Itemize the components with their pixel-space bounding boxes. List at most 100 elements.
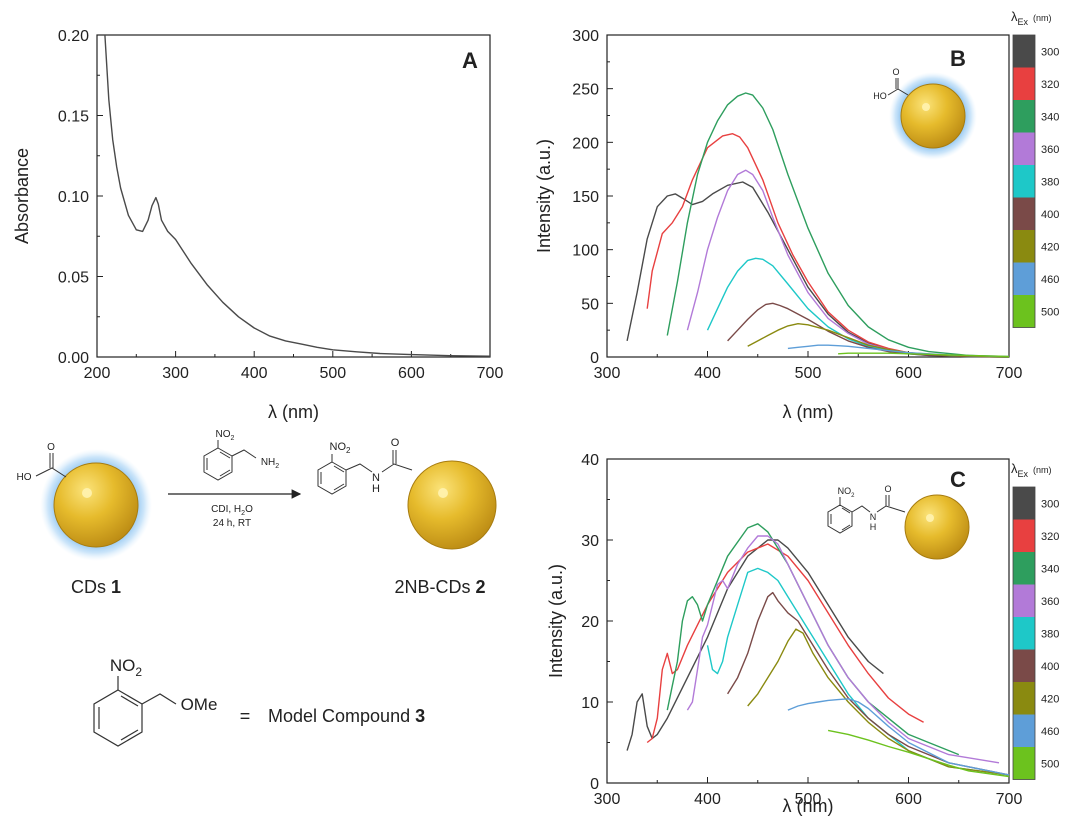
scheme-o-label: O xyxy=(47,442,55,453)
y-tick-label: 300 xyxy=(572,28,599,45)
colorbar-label: 300 xyxy=(1041,498,1059,510)
inset-no2-label: NO2 xyxy=(838,486,856,499)
colorbar-swatch-400 xyxy=(1013,197,1035,230)
colorbar-frame xyxy=(1012,34,1036,328)
y-tick-label: 40 xyxy=(581,452,599,469)
inset-o-label-c: O xyxy=(884,484,891,494)
y-tick-label: 10 xyxy=(581,695,599,712)
panel-label-b: B xyxy=(950,46,966,71)
colorbar-label: 460 xyxy=(1041,274,1059,286)
colorbar-label: 300 xyxy=(1041,46,1059,58)
conditions-line-2: 24 h, RT xyxy=(213,518,251,529)
colorbar-swatch-460 xyxy=(1013,714,1035,747)
x-tick-label: 300 xyxy=(162,365,189,382)
y-axis-label: Absorbance xyxy=(12,148,32,244)
inset-o-label: O xyxy=(892,67,899,77)
x-tick-label: 600 xyxy=(398,365,425,382)
colorbar-label: 400 xyxy=(1041,209,1059,221)
colorbar-label: 360 xyxy=(1041,144,1059,156)
y-tick-label: 0.20 xyxy=(58,28,89,45)
inset-2nb-cd-particle: NO2 N H O xyxy=(827,484,970,560)
product-no2-label: NO2 xyxy=(330,441,352,455)
series-line-absorbance xyxy=(104,34,491,357)
conditions-line-1: CDI, H2O xyxy=(211,504,253,517)
colorbar-swatch-340 xyxy=(1013,100,1035,133)
series-line-300 xyxy=(626,539,884,751)
scheme-ho-label: HO xyxy=(17,472,32,483)
x-tick-label: 700 xyxy=(477,365,504,382)
reaction-scheme: O HO CDs 1 NO2 NH2 CDI, H2O 24 h, RT NO2… xyxy=(17,429,497,747)
colorbar-label: 320 xyxy=(1041,531,1059,543)
colorbar-swatch-300 xyxy=(1013,487,1035,520)
y-tick-label: 0.10 xyxy=(58,189,89,206)
colorbar-swatch-500 xyxy=(1013,295,1035,328)
colorbar-label: 360 xyxy=(1041,596,1059,608)
series-line-420 xyxy=(747,323,1010,358)
emission-chart-cds: 300 400 500 600 700 0 50 100 150 200 250 300 λ (nm) I… xyxy=(534,28,1022,422)
inset-n-label: N xyxy=(870,512,877,522)
colorbar-label: 500 xyxy=(1041,758,1059,770)
x-tick-label: 500 xyxy=(319,365,346,382)
series-line-340 xyxy=(666,92,1010,358)
colorbar-swatch-380 xyxy=(1013,165,1035,198)
colorbar-swatch-340 xyxy=(1013,552,1035,585)
model-ome-label: OMe xyxy=(181,695,218,714)
y-axis-label: Intensity (a.u.) xyxy=(534,139,554,253)
inset-h-label: H xyxy=(870,522,877,532)
colorbar-label: 380 xyxy=(1041,176,1059,188)
series-line-300 xyxy=(626,181,1010,358)
colorbar-frame xyxy=(1012,486,1036,780)
colorbar-label: 420 xyxy=(1041,693,1059,705)
colorbar-label: 340 xyxy=(1041,563,1059,575)
excitation-colorbar-c: 300 320 340 360 380 400 420 460 500 λEx (nm) xyxy=(1011,461,1059,780)
x-axis-label: λ (nm) xyxy=(268,402,319,422)
y-tick-label: 50 xyxy=(581,296,599,313)
series-line-360 xyxy=(686,169,1010,358)
colorbar-title: λEx (nm) xyxy=(1011,461,1052,479)
colorbar-swatch-400 xyxy=(1013,649,1035,682)
x-tick-label: 400 xyxy=(694,365,721,382)
series-line-340 xyxy=(666,523,960,756)
panel-label-c: C xyxy=(950,467,966,492)
colorbar-swatch-360 xyxy=(1013,132,1035,165)
plot-frame xyxy=(96,34,491,358)
colorbar-swatch-420 xyxy=(1013,230,1035,263)
x-tick-label: 700 xyxy=(996,791,1023,808)
y-tick-label: 0.15 xyxy=(58,109,89,126)
x-tick-label: 500 xyxy=(795,365,822,382)
x-tick-label: 700 xyxy=(996,365,1023,382)
inset-ho-label: HO xyxy=(873,91,887,101)
inset-cd-particle: O HO xyxy=(873,67,977,160)
panel-label-a: A xyxy=(462,48,478,73)
colorbar-swatch-360 xyxy=(1013,584,1035,617)
product-h-label: H xyxy=(372,483,380,495)
x-tick-label: 300 xyxy=(594,791,621,808)
y-tick-label: 0.00 xyxy=(58,350,89,367)
absorbance-chart: 200 300 400 500 600 700 0.00 0.05 0.10 0.15 0.20 λ … xyxy=(12,28,503,422)
colorbar-swatch-380 xyxy=(1013,617,1035,650)
y-tick-label: 0 xyxy=(590,776,599,793)
y-tick-label: 200 xyxy=(572,135,599,152)
x-tick-label: 300 xyxy=(594,365,621,382)
colorbar-swatch-500 xyxy=(1013,747,1035,780)
start-compound-label: CDs 1 xyxy=(71,577,121,597)
y-tick-label: 250 xyxy=(572,82,599,99)
y-tick-label: 20 xyxy=(581,614,599,631)
colorbar-label: 460 xyxy=(1041,726,1059,738)
series-line-320 xyxy=(646,132,1010,358)
series-line-360 xyxy=(686,535,1000,764)
y-tick-label: 30 xyxy=(581,533,599,550)
y-tick-label: 0.05 xyxy=(58,270,89,287)
colorbar-swatch-320 xyxy=(1013,519,1035,552)
x-tick-label: 500 xyxy=(795,791,822,808)
series-line-500 xyxy=(827,729,1010,778)
series-line-500 xyxy=(838,352,1010,358)
colorbar-label: 380 xyxy=(1041,628,1059,640)
x-axis-label: λ (nm) xyxy=(783,796,834,816)
colorbar-label: 500 xyxy=(1041,306,1059,318)
product-o-label: O xyxy=(391,437,400,449)
colorbar-swatch-320 xyxy=(1013,67,1035,100)
series-line-400 xyxy=(727,591,1010,776)
product-compound-label: 2NB-CDs 2 xyxy=(394,577,485,597)
